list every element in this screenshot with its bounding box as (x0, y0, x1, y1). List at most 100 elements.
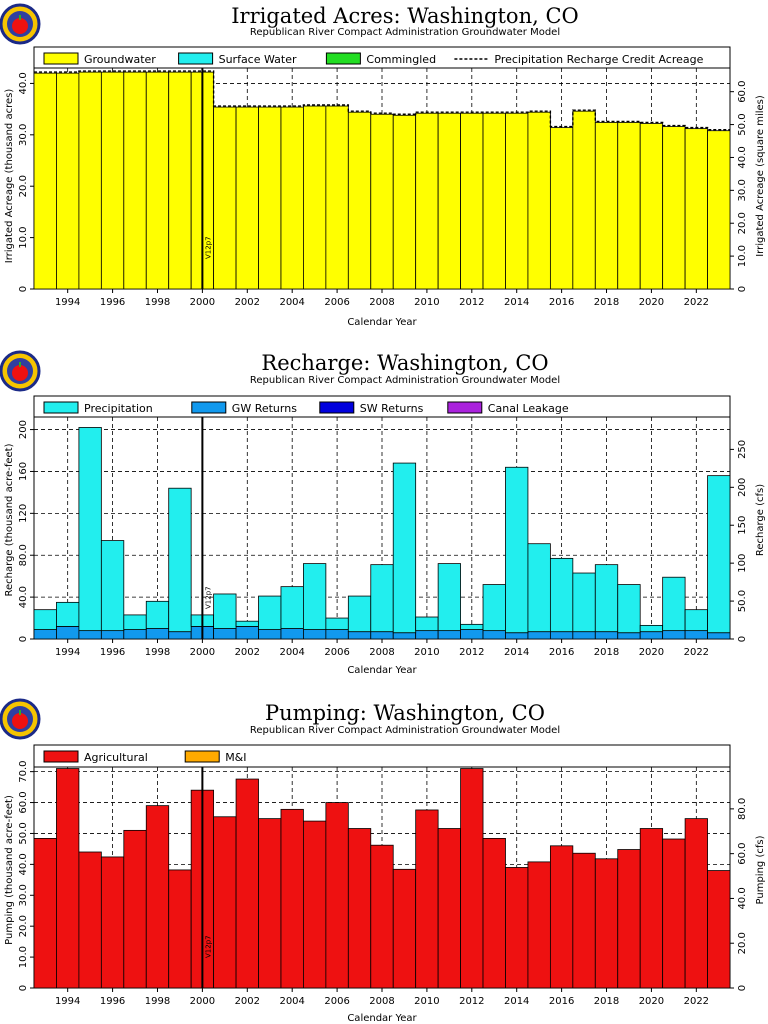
bar-agricultural (662, 838, 686, 989)
y-tick-label: 0 (18, 636, 29, 642)
apple-logo-icon (0, 350, 41, 392)
legend-swatch (178, 52, 214, 65)
chart-subtitle: Republican River Compact Administration … (250, 725, 560, 736)
x-axis-label: Calendar Year (347, 1013, 417, 1024)
y2-tick-label: 20.0 (737, 212, 748, 234)
bar-gw-returns (168, 631, 192, 640)
x-tick-label: 2022 (684, 647, 709, 658)
legend-label: Agricultural (84, 751, 148, 764)
x-tick-label: 2004 (279, 647, 304, 658)
bar-agricultural (639, 828, 664, 989)
bar-agricultural (707, 870, 731, 989)
y2-tick-label: 0 (737, 636, 748, 642)
x-tick-label: 2008 (369, 297, 394, 308)
line-precipitation-credit (34, 70, 730, 131)
x-axis-label: Calendar Year (347, 665, 417, 676)
legend-swatch (43, 750, 79, 763)
x-tick-label: 2018 (594, 996, 619, 1007)
chart-bars (33, 71, 731, 290)
y2-tick-label: 10.0 (737, 245, 748, 267)
y2-axis-ticks: 0 10.0 20.0 30.0 40.0 50.0 60.0 (730, 81, 748, 292)
legend-label: Commingled (366, 53, 436, 66)
x-tick-label: 2016 (549, 647, 574, 658)
bar-precipitation (213, 593, 237, 629)
bar-agricultural (527, 861, 551, 989)
x-tick-label: 2022 (684, 297, 709, 308)
bar-agricultural (303, 820, 327, 989)
bar-precipitation (572, 572, 596, 633)
bar-agricultural (505, 867, 529, 989)
bar-groundwater (482, 112, 506, 290)
bar-groundwater (549, 127, 574, 290)
bar-precipitation (56, 601, 80, 627)
y-axis-label: Recharge (thousand acre-feet) (4, 443, 15, 596)
bar-precipitation (527, 543, 551, 633)
legend-swatch (325, 52, 361, 65)
bar-gw-returns (347, 631, 372, 640)
y2-tick-label: 60.0 (737, 81, 748, 103)
bar-gw-returns (100, 630, 125, 640)
x-tick-label: 2022 (684, 996, 709, 1007)
bar-gw-returns (527, 631, 551, 640)
x-axis-ticks: 1994 1996 1998 2000 2002 2004 2006 2008 2010 2012… (55, 289, 709, 308)
bar-agricultural (33, 838, 57, 989)
chart-bars (33, 768, 731, 989)
x-axis-label: Calendar Year (347, 317, 417, 328)
x-tick-label: 2002 (235, 647, 260, 658)
bar-agricultural (100, 856, 125, 989)
y-axis-ticks: 0 40.0 80.0 120 160 200 (18, 420, 34, 642)
bar-groundwater (572, 110, 596, 290)
x-tick-label: 2014 (504, 996, 529, 1007)
bar-gw-returns (258, 629, 282, 640)
bar-groundwater (213, 106, 237, 290)
bar-groundwater (505, 112, 529, 290)
bar-precipitation (594, 564, 619, 633)
bar-groundwater (123, 71, 147, 290)
y2-tick-label: 250 (737, 440, 748, 459)
bar-groundwater (168, 71, 192, 290)
x-axis-ticks: 1994 1996 1998 2000 2002 2004 2006 2008 2010 2012… (55, 639, 709, 658)
bar-agricultural (78, 851, 102, 989)
x-tick-label: 2000 (190, 297, 215, 308)
y2-tick-label: 0 (737, 985, 748, 991)
bar-precipitation (370, 564, 394, 633)
y-tick-label: 30.0 (18, 884, 29, 906)
chart-panel-irrigated-acres: Irrigated Acres: Washington, CO Republic… (0, 3, 766, 328)
x-tick-label: 2018 (594, 297, 619, 308)
model-version-label: V12p7 (204, 935, 212, 958)
chart-subtitle: Republican River Compact Administration … (250, 375, 560, 386)
bar-precipitation (303, 563, 327, 630)
bar-precipitation (460, 623, 484, 630)
y-tick-label: 200 (18, 420, 29, 439)
bar-agricultural (482, 838, 506, 989)
x-tick-label: 1996 (100, 647, 125, 658)
bar-precipitation (707, 475, 731, 634)
bar-precipitation (639, 624, 664, 633)
x-tick-label: 2014 (504, 647, 529, 658)
bar-groundwater (594, 122, 619, 290)
y2-tick-label: 0 (737, 286, 748, 292)
x-tick-label: 1998 (145, 996, 170, 1007)
y2-tick-label: 80.0 (737, 798, 748, 820)
bar-precipitation (482, 584, 506, 632)
chart-legend: Agricultural M&I (34, 750, 730, 768)
bar-gw-returns (482, 630, 506, 640)
bar-groundwater (33, 72, 57, 290)
x-tick-label: 2008 (369, 996, 394, 1007)
bar-gw-returns (617, 632, 641, 640)
bar-gw-returns (639, 631, 664, 640)
bar-agricultural (123, 829, 147, 989)
model-version-label: V12p7 (204, 236, 212, 259)
bar-precipitation (415, 616, 439, 632)
y2-tick-label: 50.0 (737, 113, 748, 135)
legend-swatch (184, 750, 220, 763)
chart-panel-recharge: Recharge: Washington, CO Republican Rive… (0, 350, 766, 676)
bar-groundwater (235, 106, 259, 290)
chart-legend: Groundwater Surface Water Commingled Precip… (34, 52, 730, 69)
x-tick-label: 2010 (414, 996, 439, 1007)
bar-gw-returns (123, 629, 147, 640)
bar-groundwater (303, 105, 327, 290)
y-tick-label: 30.0 (18, 124, 29, 146)
chart-title: Recharge: Washington, CO (261, 351, 548, 375)
